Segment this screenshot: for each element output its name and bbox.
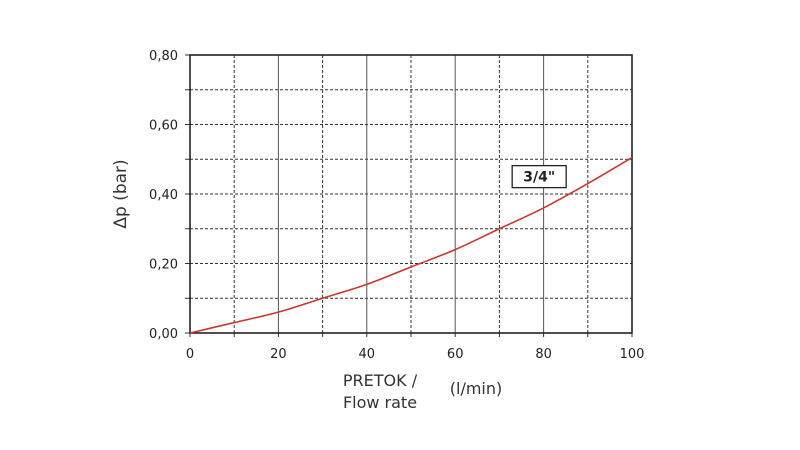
x-tick-label: 20	[270, 347, 287, 362]
y-tick-label: 0,20	[149, 258, 178, 273]
x-axis-label-line1: PRETOK /	[343, 371, 418, 390]
x-tick-label: 40	[359, 347, 376, 362]
x-tick-label: 60	[447, 347, 464, 362]
x-axis-unit: (l/min)	[450, 379, 503, 398]
x-tick-label: 80	[535, 347, 552, 362]
x-tick-label: 0	[186, 347, 194, 362]
x-tick-label: 100	[620, 347, 645, 362]
y-tick-label: 0,60	[149, 119, 178, 134]
plot-frame	[189, 54, 633, 334]
series-label-box	[511, 164, 567, 189]
series-line	[189, 156, 633, 334]
series-label: 3/4"	[523, 170, 555, 186]
x-axis-label-line2: Flow rate	[343, 393, 417, 412]
y-tick-label: 0,00	[149, 327, 178, 342]
y-axis-label: Δp (bar)	[111, 159, 131, 228]
y-tick-label: 0,40	[149, 188, 178, 203]
y-tick-label: 0,80	[149, 49, 178, 64]
